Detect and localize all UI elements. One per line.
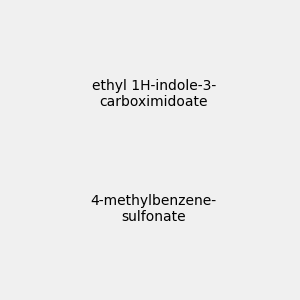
Text: 4-methylbenzene-
sulfonate: 4-methylbenzene- sulfonate [91, 194, 217, 224]
Text: ethyl 1H-indole-3-
carboximidoate: ethyl 1H-indole-3- carboximidoate [92, 79, 216, 109]
